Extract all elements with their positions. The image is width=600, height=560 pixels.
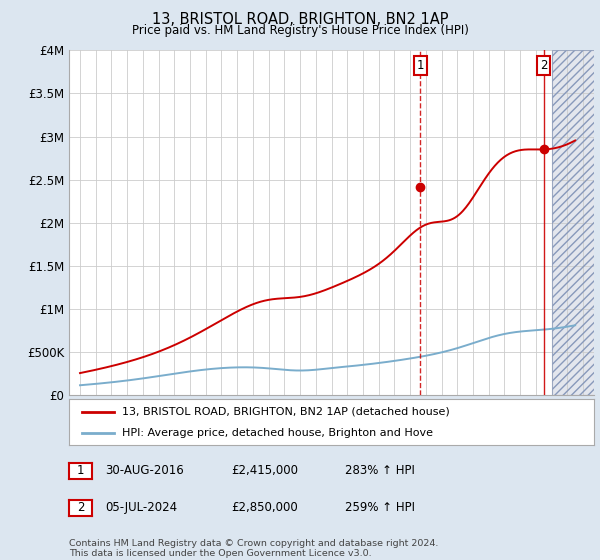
Text: 2: 2	[77, 501, 84, 515]
Text: 1: 1	[77, 464, 84, 478]
Text: £2,415,000: £2,415,000	[231, 464, 298, 478]
Text: HPI: Average price, detached house, Brighton and Hove: HPI: Average price, detached house, Brig…	[121, 428, 433, 438]
Bar	[551, 50, 599, 395]
Text: 30-AUG-2016: 30-AUG-2016	[105, 464, 184, 478]
Text: 2: 2	[540, 59, 547, 72]
Text: Contains HM Land Registry data © Crown copyright and database right 2024.
This d: Contains HM Land Registry data © Crown c…	[69, 539, 439, 558]
Text: 1: 1	[417, 59, 424, 72]
Text: 13, BRISTOL ROAD, BRIGHTON, BN2 1AP: 13, BRISTOL ROAD, BRIGHTON, BN2 1AP	[152, 12, 448, 27]
Text: 259% ↑ HPI: 259% ↑ HPI	[345, 501, 415, 515]
Text: 13, BRISTOL ROAD, BRIGHTON, BN2 1AP (detached house): 13, BRISTOL ROAD, BRIGHTON, BN2 1AP (det…	[121, 407, 449, 417]
Text: £2,850,000: £2,850,000	[231, 501, 298, 515]
Text: 283% ↑ HPI: 283% ↑ HPI	[345, 464, 415, 478]
Text: Price paid vs. HM Land Registry's House Price Index (HPI): Price paid vs. HM Land Registry's House …	[131, 24, 469, 37]
Bar	[551, 50, 599, 395]
Text: 05-JUL-2024: 05-JUL-2024	[105, 501, 177, 515]
